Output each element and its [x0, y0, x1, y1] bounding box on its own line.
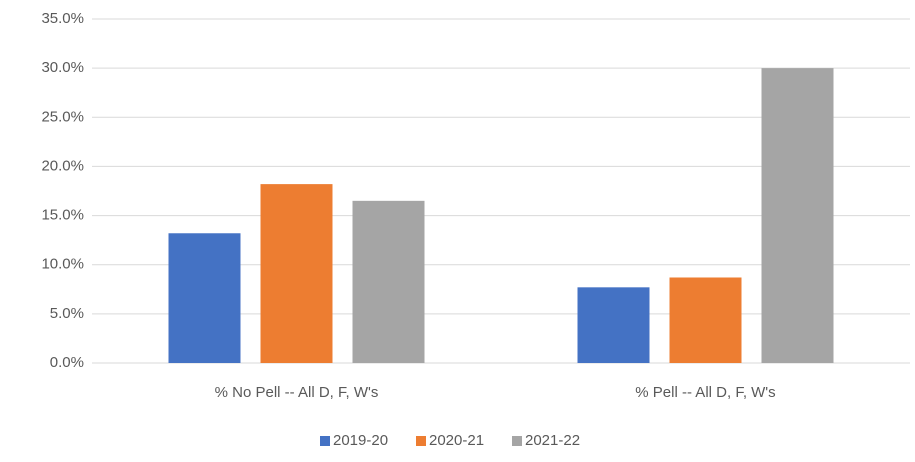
legend-swatch	[416, 436, 426, 446]
y-tick-label: 35.0%	[41, 10, 84, 27]
legend-label: 2020-21	[429, 432, 484, 449]
y-tick-label: 20.0%	[41, 157, 84, 174]
bar	[260, 184, 333, 363]
bar	[761, 68, 834, 364]
x-tick-label: % Pell -- All D, F, W's	[635, 384, 775, 401]
y-tick-label: 30.0%	[41, 59, 84, 76]
x-tick-label: % No Pell -- All D, F, W's	[215, 384, 379, 401]
bar	[669, 277, 742, 363]
y-tick-label: 25.0%	[41, 108, 84, 125]
bar	[168, 233, 241, 363]
y-tick-label: 5.0%	[50, 305, 84, 322]
legend-swatch	[512, 436, 522, 446]
legend-swatch	[320, 436, 330, 446]
legend-label: 2019-20	[333, 432, 388, 449]
y-tick-label: 10.0%	[41, 256, 84, 273]
y-tick-label: 15.0%	[41, 207, 84, 224]
y-tick-label: 0.0%	[50, 354, 84, 371]
legend-label: 2021-22	[525, 432, 580, 449]
bar	[577, 287, 650, 363]
bar	[352, 200, 425, 363]
